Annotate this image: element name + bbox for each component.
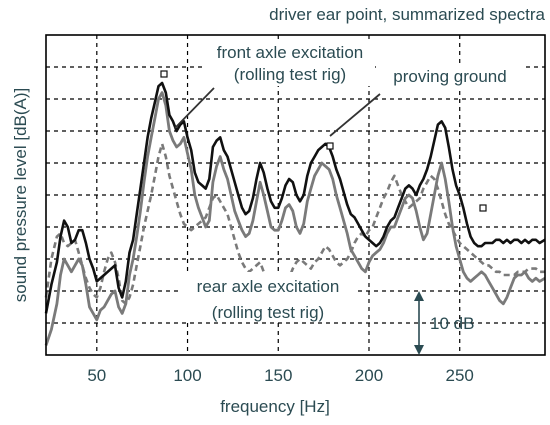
rear-axle-label-line2: (rolling test rig) <box>212 303 324 322</box>
front-axle-label-line2: (rolling test rig) <box>234 65 346 84</box>
scale-bar-arrow-bottom <box>414 345 424 355</box>
x-axis-label: frequency [Hz] <box>220 397 330 416</box>
scale-bar-label: 10 dB <box>430 314 474 333</box>
scale-bar: 10 dB <box>414 291 474 355</box>
series-rear-axle <box>44 142 545 306</box>
chart-title: driver ear point, summarized spectra <box>269 5 545 24</box>
rear-axle-label-line1: rear axle excitation <box>197 277 340 296</box>
proving-ground-label-bg <box>376 66 524 88</box>
series-layer <box>44 81 546 346</box>
proving-ground-marker <box>326 142 334 150</box>
proving-ground-label: proving ground <box>393 67 506 86</box>
x-tick-labels: 50 100 150 200 250 <box>87 366 474 385</box>
rear-axle-label-bg <box>180 272 356 322</box>
front-axle-label-line1: front axle excitation <box>217 43 363 62</box>
x-tick-label-250: 250 <box>446 366 474 385</box>
front-axle-marker <box>160 70 168 78</box>
front-axle-pointer <box>174 87 215 129</box>
proving-ground-pointer <box>329 93 381 137</box>
series-front-axle <box>44 91 546 346</box>
front-axle-label-bg <box>205 40 375 86</box>
series-proving-ground <box>44 81 546 314</box>
x-tick-label-50: 50 <box>87 366 106 385</box>
x-tick-label-150: 150 <box>264 366 292 385</box>
plot-frame <box>45 34 546 356</box>
scale-bar-arrow-top <box>414 291 424 301</box>
y-axis-label: sound pressure level [dB(A)] <box>11 88 30 303</box>
x-tick-label-200: 200 <box>355 366 383 385</box>
x-tick-label-100: 100 <box>173 366 201 385</box>
series-end-marker <box>479 204 487 212</box>
